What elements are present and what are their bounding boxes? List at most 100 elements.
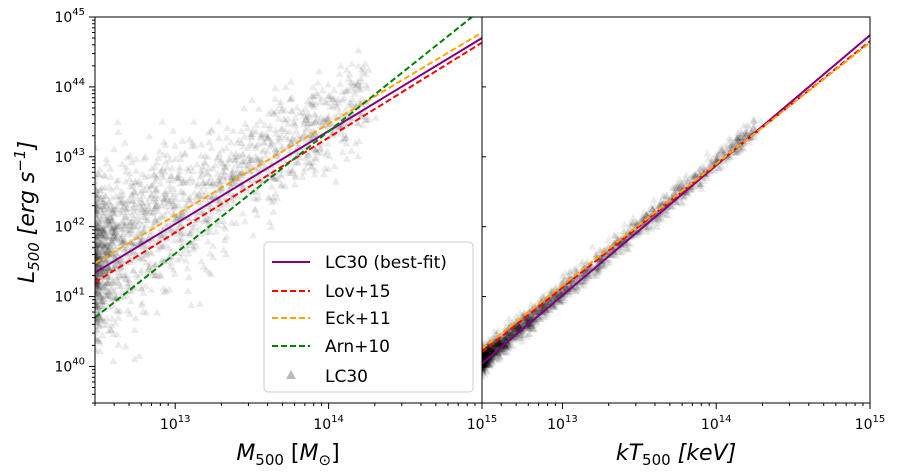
left-scatter-point [246, 156, 255, 164]
left-scatter-point [112, 183, 121, 191]
right-scatter-point [669, 202, 678, 209]
left-scatter-point [95, 270, 104, 278]
right-scatter-point [498, 333, 507, 341]
left-scatter-point [130, 355, 139, 363]
left-scatter-point [344, 75, 353, 82]
right-scatter-point [567, 278, 576, 286]
right-scatter-point [641, 223, 650, 230]
right-scatter-point [558, 296, 567, 304]
left-scatter-point [222, 250, 231, 258]
right-scatter-point [518, 334, 527, 342]
right-scatter-point [645, 222, 654, 230]
right-scatter-point [554, 286, 563, 294]
left-scatter-point [266, 140, 275, 148]
right-scatter-point [485, 347, 494, 355]
left-scatter-point [307, 119, 316, 127]
right-scatter-point [509, 319, 518, 326]
left-scatter-point [95, 255, 103, 263]
left-scatter-point [140, 172, 149, 180]
right-scatter-point [682, 171, 691, 178]
right-scatter-point [610, 232, 619, 239]
left-scatter-point [325, 92, 334, 100]
right-scatter-point [732, 134, 741, 142]
right-scatter-point [738, 134, 747, 142]
right-scatter-point [500, 333, 509, 341]
left-scatter-point [355, 110, 364, 118]
right-scatter-point [756, 116, 765, 124]
right-scatter-point [662, 211, 671, 218]
left-scatter-point [104, 216, 113, 224]
right-scatter-point [683, 178, 692, 185]
right-scatter-point [482, 354, 487, 361]
left-scatter-point [227, 195, 236, 203]
right-scatter-point [522, 320, 531, 328]
left-scatter-point [112, 202, 121, 209]
left-scatter-point [165, 155, 174, 163]
right-scatter-point [511, 325, 520, 333]
right-scatter-point [715, 164, 724, 172]
left-scatter-point [131, 187, 140, 195]
left-scatter-point [156, 242, 165, 250]
left-scatter-point [95, 254, 100, 262]
left-scatter-point [95, 282, 104, 290]
left-scatter-point [163, 151, 172, 158]
left-scatter-point [172, 213, 181, 221]
left-scatter-point [140, 241, 149, 249]
left-scatter-point [110, 242, 119, 250]
left-scatter-point [223, 200, 232, 208]
left-scatter-point [95, 228, 104, 236]
right-scatter-point [749, 121, 758, 129]
left-scatter-point [230, 153, 239, 161]
left-scatter-point [222, 144, 231, 151]
left-scatter-point [178, 195, 187, 203]
left-scatter-point [319, 170, 328, 178]
left-scatter-point [107, 224, 116, 232]
right-scatter-point [745, 138, 754, 146]
left-scatter-point [184, 214, 193, 222]
left-scatter-point [158, 257, 167, 265]
right-scatter-point [566, 271, 575, 279]
left-scatter-point [100, 317, 109, 325]
left-scatter-point [114, 268, 123, 276]
right-scatter-point [482, 338, 487, 346]
left-scatter-point [307, 92, 316, 100]
left-scatter-point [170, 270, 179, 277]
left-scatter-point [267, 107, 276, 115]
left-scatter-point [176, 254, 185, 262]
left-scatter-point [118, 238, 127, 246]
left-scatter-point [95, 218, 100, 226]
right-scatter-point [486, 347, 495, 355]
right-scatter-point [488, 333, 497, 341]
left-scatter-point [341, 134, 350, 141]
left-scatter-point [239, 183, 248, 191]
left-scatter-point [308, 98, 317, 106]
left-scatter-point [303, 119, 312, 127]
left-scatter-point [96, 269, 105, 277]
right-scatter-point [728, 141, 737, 148]
left-scatter-point [99, 226, 108, 233]
left-scatter-point [217, 156, 226, 164]
right-scatter-point [677, 198, 686, 205]
left-scatter-point [139, 192, 148, 199]
left-scatter-point [95, 289, 100, 297]
right-scatter-point [549, 298, 558, 306]
left-scatter-point [207, 144, 216, 152]
right-scatter-point [739, 144, 748, 152]
left-scatter-point [290, 158, 299, 166]
left-scatter-point [189, 243, 198, 251]
left-scatter-point [300, 130, 309, 138]
left-scatter-point [350, 80, 359, 88]
left-scatter-point [257, 130, 266, 138]
left-scatter-point [289, 118, 298, 126]
left-scatter-point [358, 95, 367, 103]
left-scatter-point [358, 121, 367, 129]
left-scatter-point [109, 357, 118, 364]
left-scatter-point [112, 251, 121, 259]
right-scatter-point [628, 219, 637, 227]
left-scatter-point [95, 259, 103, 267]
left-scatter-point [313, 91, 322, 99]
left-scatter-point [95, 253, 100, 261]
right-scatter-point [571, 286, 580, 294]
left-scatter-point [151, 217, 160, 225]
right-scatter-point [482, 348, 490, 356]
